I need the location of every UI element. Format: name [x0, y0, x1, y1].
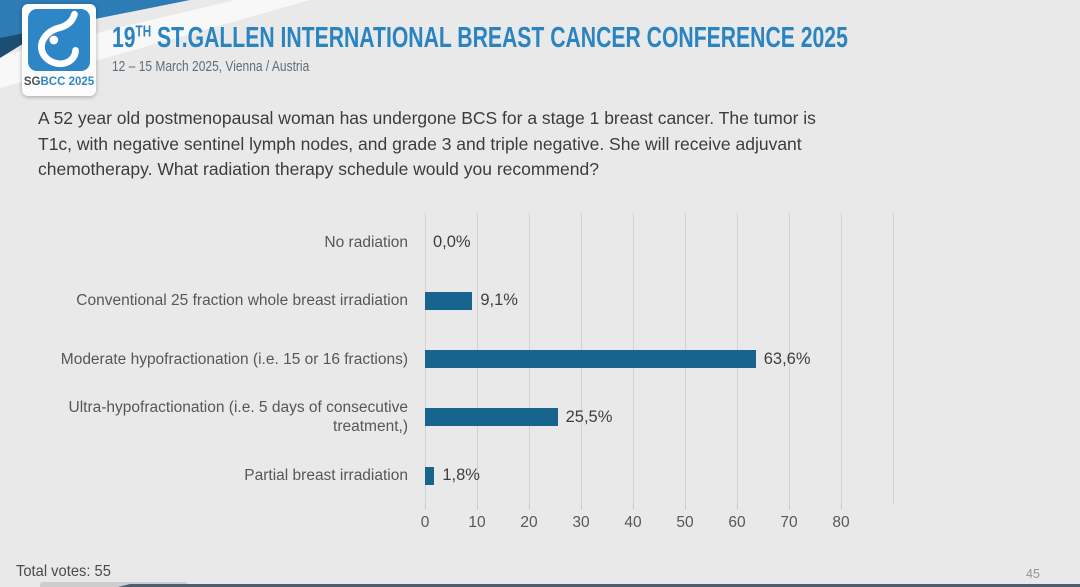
- chart-bar: [425, 350, 756, 369]
- bottom-button-sliver: [40, 582, 188, 587]
- chart-category-label: No radiation: [324, 233, 408, 251]
- chart-value-label: 63,6%: [763, 349, 811, 368]
- logo-caption-bcc: BCC 2025: [40, 76, 95, 88]
- chart-category-label: Partial breast irradiation: [244, 467, 408, 485]
- conference-title: 19TH ST.GALLEN INTERNATIONAL BREAST CANC…: [112, 22, 848, 54]
- slide-bottom-band: [118, 584, 1080, 587]
- question-line: T1c, with negative sentinel lymph nodes,…: [38, 133, 802, 154]
- chart-bar: [425, 466, 435, 485]
- x-tick-mark: [685, 505, 686, 509]
- x-tick-label: 0: [420, 514, 430, 531]
- x-tick-mark: [841, 505, 842, 509]
- chart-value-label: 0,0%: [433, 232, 471, 251]
- x-tick-mark: [477, 505, 478, 509]
- logo-caption: SGBCC 2025: [22, 76, 96, 88]
- x-tick-label: 60: [728, 514, 746, 531]
- x-tick-label: 80: [832, 514, 850, 531]
- x-tick-mark: [737, 505, 738, 509]
- chart-gridline: [789, 213, 790, 505]
- chart-category-label: Conventional 25 fraction whole breast ir…: [76, 292, 408, 310]
- chart-bar: [425, 291, 473, 310]
- sgbcc-logo: SGBCC 2025: [22, 4, 96, 96]
- chart-category-label: Ultra-hypofractionation (i.e. 5 days of …: [68, 399, 408, 436]
- chart-bar-zone: 1,8%: [425, 466, 480, 485]
- chart-rows: No radiation 0,0% Conventional 25 fraction…: [48, 213, 893, 505]
- x-tick-label: 40: [624, 514, 642, 531]
- x-tick-mark: [425, 505, 426, 509]
- chart-bar-zone: 25,5%: [425, 408, 612, 427]
- x-tick-mark: [633, 505, 634, 509]
- chart-gridline: [893, 213, 894, 505]
- logo-square: [28, 9, 90, 71]
- chart-gridline: [841, 213, 842, 505]
- chart-category-label: Moderate hypofractionation (i.e. 15 or 1…: [60, 350, 408, 368]
- chart-bar-zone: 63,6%: [425, 350, 811, 369]
- x-tick-mark: [789, 505, 790, 509]
- x-tick-mark: [529, 505, 530, 509]
- x-tick-label: 30: [572, 514, 590, 531]
- chart-row: Ultra-hypofractionation (i.e. 5 days of …: [48, 388, 893, 446]
- logo-caption-sg: SG: [23, 76, 41, 88]
- chart-row: Partial breast irradiation 1,8%: [48, 447, 893, 505]
- x-tick-label: 50: [676, 514, 694, 531]
- chart-bar-zone: 9,1%: [425, 291, 518, 310]
- question-line: A 52 year old postmenopausal woman has u…: [38, 108, 816, 128]
- chart-bar: [425, 408, 558, 427]
- chart-bar-zone: 0,0%: [425, 233, 471, 252]
- chart-value-label: 9,1%: [480, 291, 518, 310]
- x-tick-label: 20: [520, 514, 538, 531]
- poll-results-bar-chart: 0 10 20 30 40 50 60 70 80 No radiation 0,0% Conven…: [48, 213, 894, 531]
- conference-subtitle: 12 – 15 March 2025, Vienna / Austria: [112, 58, 310, 75]
- x-tick-label: 10: [468, 514, 486, 531]
- chart-row: No radiation 0,0%: [48, 213, 893, 271]
- poll-question: A 52 year old postmenopausal woman has u…: [38, 106, 816, 183]
- chart-value-label: 1,8%: [442, 466, 480, 485]
- question-line: chemotherapy. What radiation therapy sch…: [38, 159, 599, 179]
- x-tick-label: 70: [780, 514, 798, 531]
- chart-row: Conventional 25 fraction whole breast ir…: [48, 271, 893, 329]
- breast-logo-icon: [38, 10, 79, 68]
- slide-page-number: 45: [1026, 567, 1040, 581]
- chart-row: Moderate hypofractionation (i.e. 15 or 1…: [48, 330, 893, 388]
- chart-value-label: 25,5%: [565, 407, 613, 426]
- x-tick-mark: [581, 505, 582, 509]
- total-votes-label: Total votes: 55: [16, 563, 111, 580]
